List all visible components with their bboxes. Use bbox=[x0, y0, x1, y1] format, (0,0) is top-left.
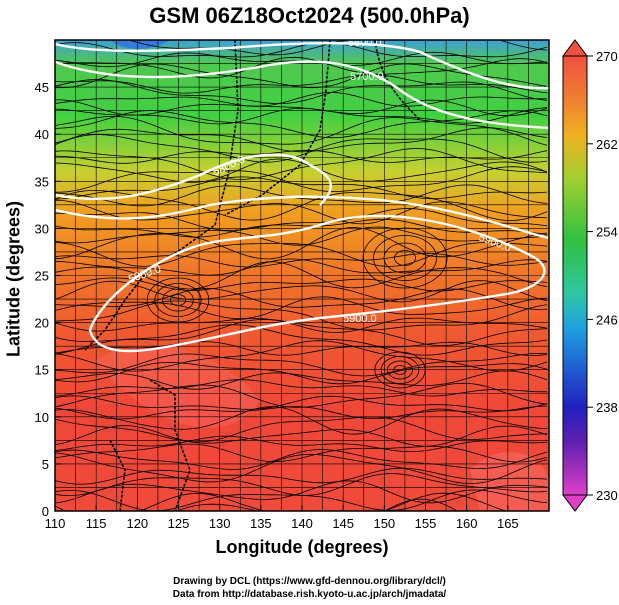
contour-label: 5700.0 bbox=[350, 71, 384, 83]
y-tick-label: 35 bbox=[35, 174, 49, 189]
x-tick-label: 160 bbox=[456, 516, 478, 531]
y-tick-label: 0 bbox=[42, 504, 49, 519]
streamline bbox=[55, 406, 548, 435]
x-tick-label: 140 bbox=[291, 516, 313, 531]
streamline bbox=[55, 300, 548, 331]
x-tick-label: 115 bbox=[86, 516, 107, 531]
streamline bbox=[55, 280, 548, 303]
x-tick-label: 155 bbox=[415, 516, 437, 531]
streamline bbox=[55, 405, 548, 420]
streamline bbox=[55, 277, 548, 292]
streamline bbox=[55, 166, 548, 193]
height-contours bbox=[55, 42, 549, 353]
streamline bbox=[55, 416, 548, 443]
streamline bbox=[55, 79, 548, 105]
colorbar-tick-label: 254 bbox=[596, 225, 618, 240]
y-tick-label: 40 bbox=[35, 127, 49, 142]
credit-data-source: Data from http://database.rish.kyoto-u.a… bbox=[172, 589, 447, 600]
streamline bbox=[55, 288, 548, 310]
streamline bbox=[162, 288, 194, 312]
cold-pool-shading bbox=[110, 40, 170, 49]
colorbar-ticks: 230 238 246 254 262 270 bbox=[587, 49, 618, 503]
y-tick-label: 15 bbox=[35, 363, 49, 378]
colorbar-top-arrow bbox=[562, 39, 588, 57]
x-axis-label: Longitude (degrees) bbox=[215, 537, 389, 557]
streamline bbox=[55, 449, 548, 470]
streamline bbox=[55, 370, 548, 390]
y-axis-ticks: 0 5 10 15 20 25 30 35 40 45 bbox=[35, 80, 61, 519]
streamline bbox=[55, 340, 548, 372]
streamline bbox=[55, 258, 548, 276]
x-tick-label: 120 bbox=[126, 516, 148, 531]
streamline bbox=[55, 42, 548, 58]
credit-drawing: Drawing by DCL (https://www.gfd-dennou.o… bbox=[173, 576, 446, 587]
streamline bbox=[55, 115, 548, 146]
x-tick-label: 110 bbox=[45, 516, 66, 531]
x-tick-label: 150 bbox=[373, 516, 395, 531]
x-tick-label: 165 bbox=[497, 516, 519, 531]
colorbar-tick-label: 230 bbox=[596, 488, 618, 503]
streamline bbox=[169, 294, 187, 306]
streamline bbox=[55, 56, 548, 79]
streamline bbox=[55, 218, 548, 238]
streamline bbox=[55, 127, 548, 153]
x-tick-label: 125 bbox=[168, 516, 190, 531]
streamline bbox=[55, 480, 548, 504]
streamline bbox=[55, 184, 548, 207]
y-tick-label: 25 bbox=[35, 269, 49, 284]
streamline bbox=[55, 352, 548, 377]
streamline bbox=[55, 395, 548, 412]
streamline bbox=[55, 361, 548, 385]
streamline bbox=[154, 283, 202, 317]
colorbar-body bbox=[562, 55, 588, 496]
streamline bbox=[55, 379, 547, 397]
x-tick-label: 130 bbox=[209, 516, 231, 531]
streamline bbox=[55, 296, 548, 320]
streamline bbox=[55, 252, 548, 268]
x-tick-label: 135 bbox=[250, 516, 272, 531]
x-tick-label: 145 bbox=[332, 516, 354, 531]
streamline bbox=[55, 241, 548, 267]
colorbar-tick-label: 262 bbox=[596, 137, 618, 152]
streamline bbox=[55, 148, 548, 180]
x-axis-ticks: 110 115 120 125 130 135 140 145 150 155 160 165 bbox=[45, 505, 519, 531]
colorbar-bottom-arrow bbox=[562, 494, 588, 512]
streamline bbox=[55, 227, 548, 260]
streamline bbox=[55, 324, 548, 356]
map-title: GSM 06Z18Oct2024 (500.0hPa) bbox=[149, 3, 470, 28]
y-tick-label: 20 bbox=[35, 316, 49, 331]
y-axis-label: Latitude (degrees) bbox=[3, 200, 24, 358]
streamline bbox=[55, 467, 548, 485]
streamline bbox=[55, 208, 548, 231]
streamline bbox=[55, 92, 547, 107]
colorbar-tick-label: 270 bbox=[596, 49, 618, 64]
streamline bbox=[55, 425, 548, 447]
streamline bbox=[55, 199, 548, 225]
streamline bbox=[55, 443, 548, 463]
streamline bbox=[55, 176, 548, 200]
y-tick-label: 5 bbox=[42, 457, 49, 472]
y-tick-label: 10 bbox=[35, 410, 49, 425]
streamline bbox=[55, 261, 548, 290]
streamline bbox=[55, 382, 548, 408]
colorbar-tick-label: 238 bbox=[596, 400, 618, 415]
y-tick-label: 30 bbox=[35, 221, 49, 236]
warm-pool-shading bbox=[470, 451, 549, 511]
streamline bbox=[55, 134, 548, 163]
streamline bbox=[55, 107, 548, 125]
contour-label: 5900.0 bbox=[343, 313, 377, 325]
streamline bbox=[127, 40, 548, 56]
streamline bbox=[55, 74, 548, 94]
streamline bbox=[146, 277, 210, 323]
streamline bbox=[55, 435, 548, 453]
streamline bbox=[139, 492, 508, 511]
streamline bbox=[55, 341, 548, 356]
grid bbox=[55, 40, 549, 511]
y-tick-label: 45 bbox=[35, 80, 49, 95]
colorbar-tick-label: 246 bbox=[596, 312, 618, 327]
streamline bbox=[55, 452, 548, 484]
